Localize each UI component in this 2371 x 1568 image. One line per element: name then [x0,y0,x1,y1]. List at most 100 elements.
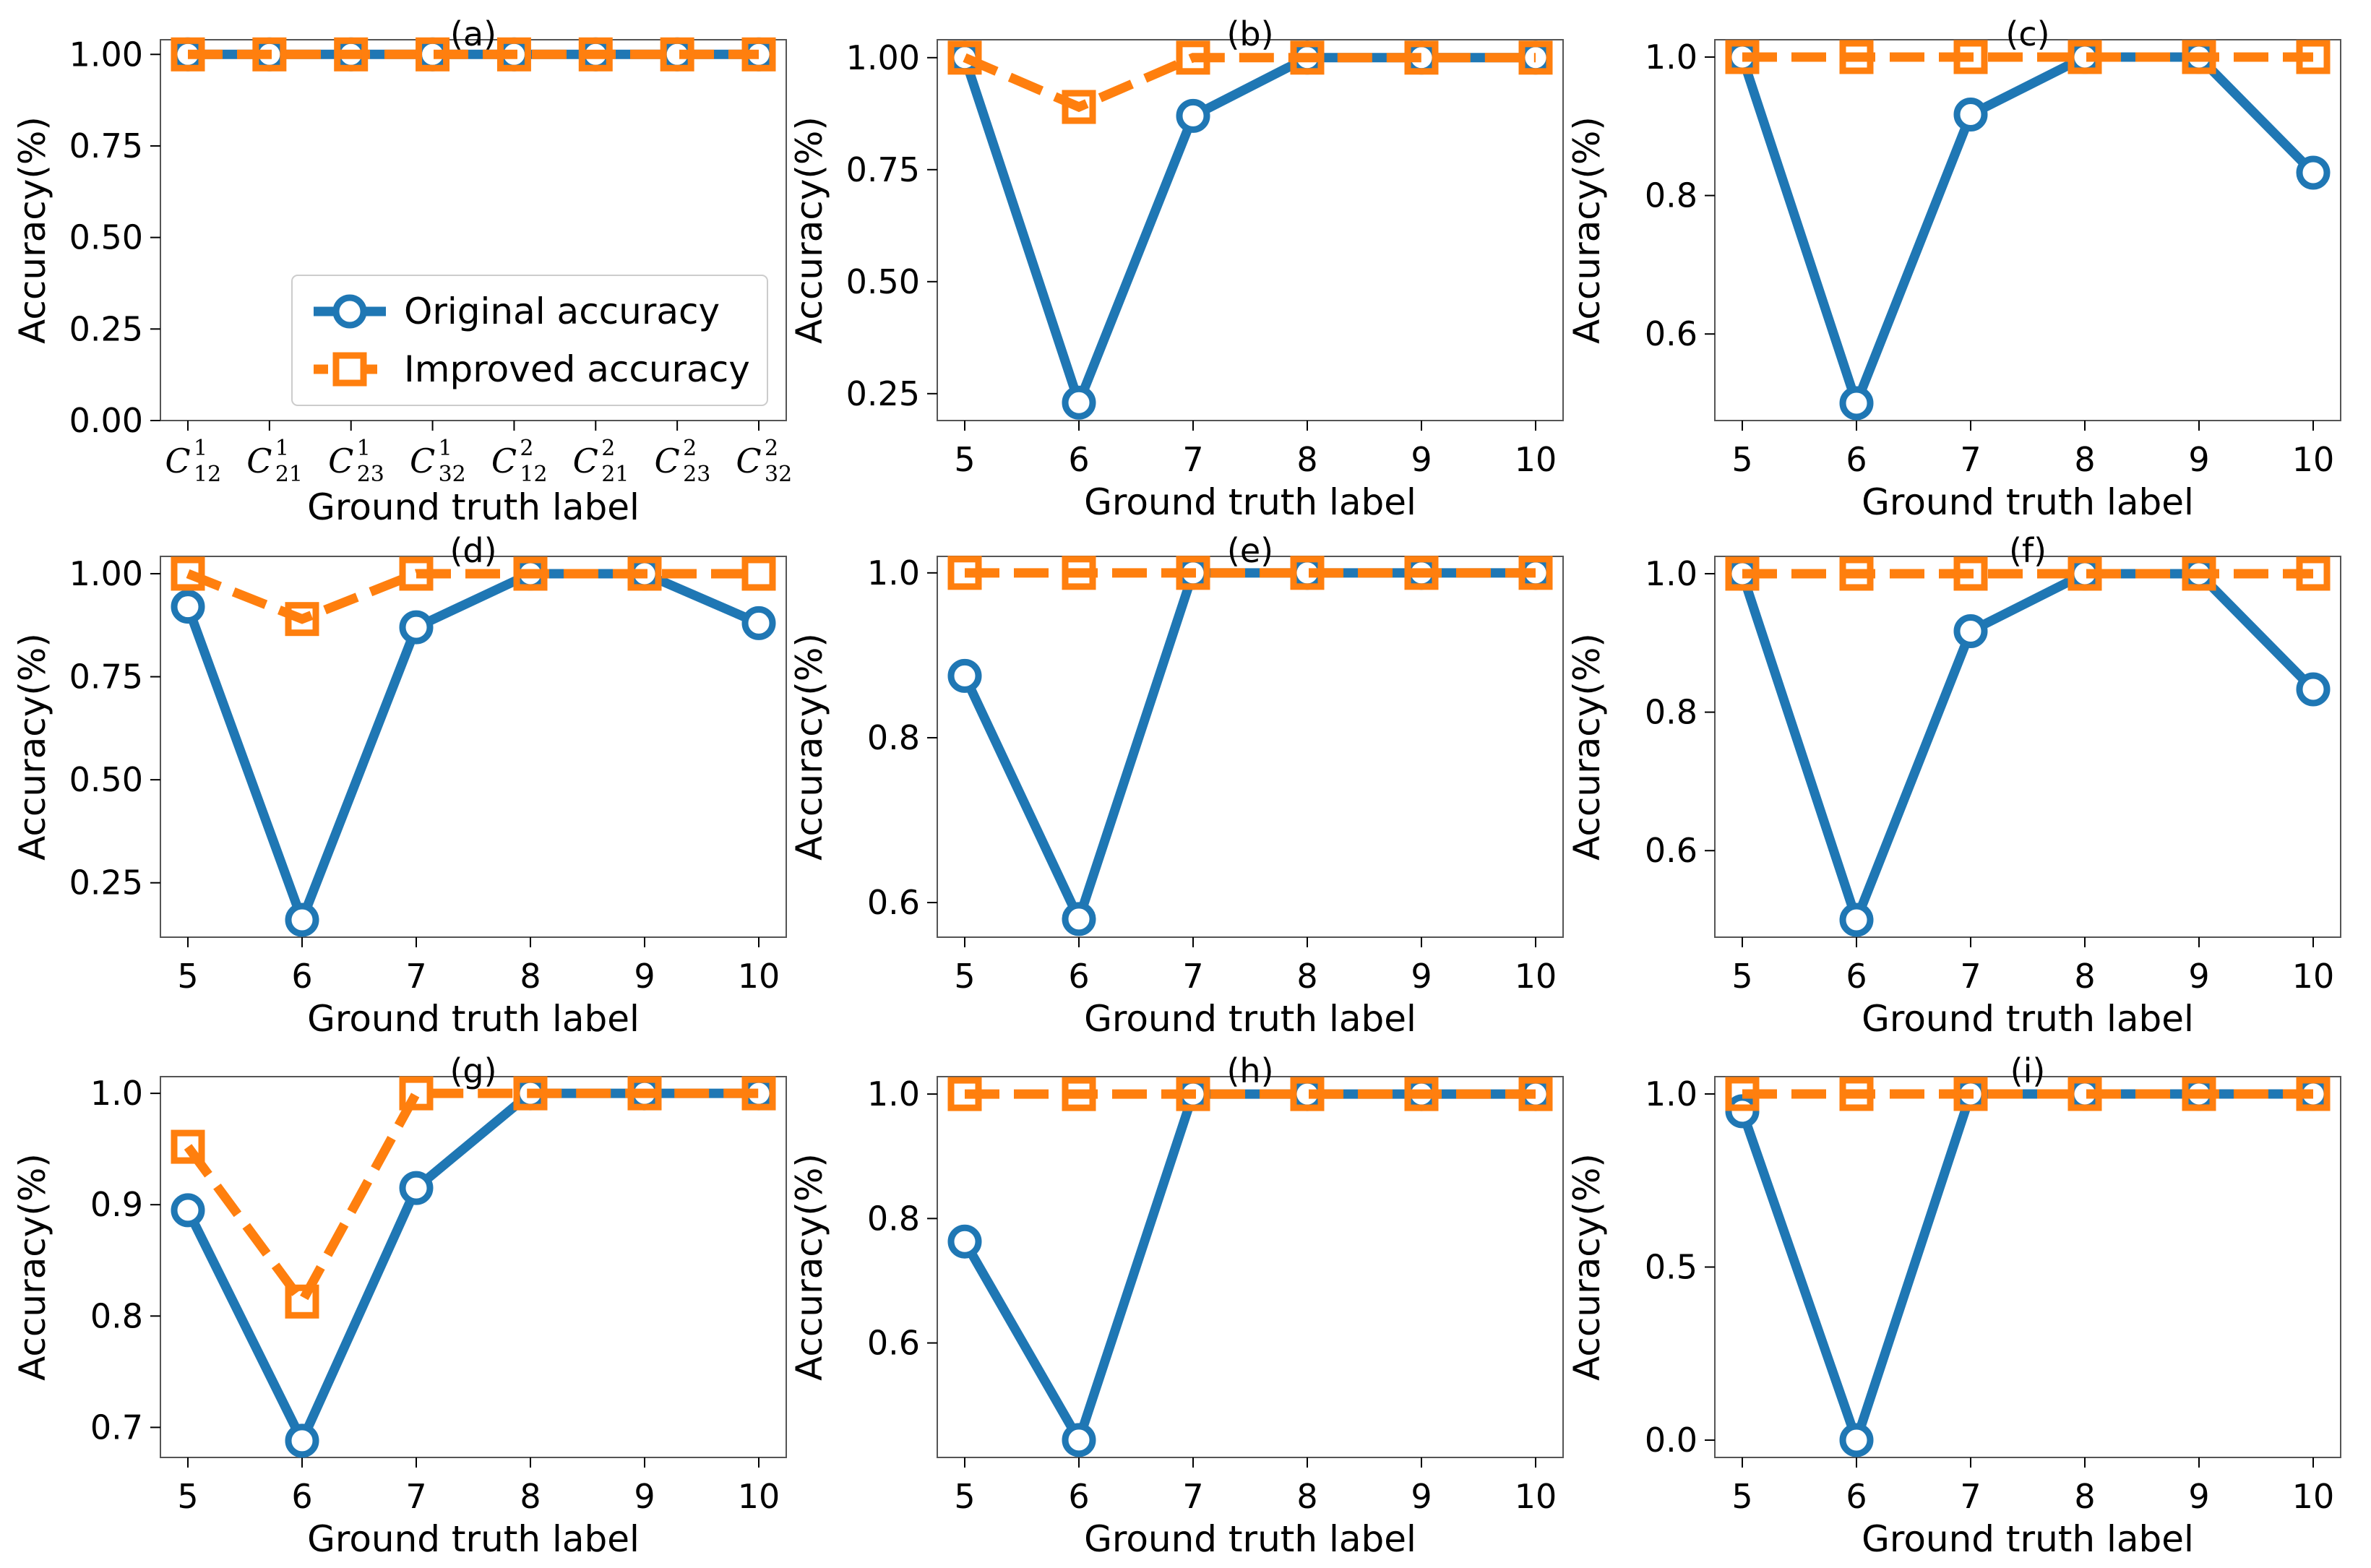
x-tick-label: 7 [1960,1477,1981,1516]
x-tick-label-sub: 23 [357,462,384,487]
y-tick-label: 1.00 [69,35,143,74]
series-line-improved [186,569,759,624]
x-axis-title: Ground truth label [1084,998,1416,1040]
point-original [285,903,319,937]
x-tick-label-sup: 2 [520,436,533,461]
chart-panel-c: (c) 0.6 0.8 1.0 5 6 7 8 9 10 Ground truth label Acc… [1566,14,2341,523]
x-tick-label-sub: 12 [520,462,547,487]
point-improved [627,1076,662,1111]
point-original [1953,613,1988,648]
point-improved [1176,1077,1210,1111]
y-tick-label: 1.0 [867,553,920,593]
x-tick-label-sup: 1 [357,436,371,461]
y-axis-title: Accuracy(%) [788,1153,830,1381]
y-tick-label: 0.50 [69,218,143,257]
x-tick-label: 6 [1846,1477,1867,1516]
x-tick-label-sup: 2 [765,436,778,461]
point-improved [2067,40,2102,74]
x-axis-title: Ground truth label [307,486,640,528]
series-line-original [1737,569,2317,925]
x-axis-title: Ground truth label [1084,1518,1416,1560]
point-improved [334,37,369,72]
point-improved [1725,40,1760,74]
x-tick-label-base: C [491,441,517,481]
y-tick-label: 1.0 [90,1074,143,1113]
x-tick-label: 10 [1515,957,1557,996]
point-improved [1290,40,1325,75]
point-original [1176,98,1210,133]
point-original [171,1193,205,1228]
series-line-original [960,1089,1536,1445]
panel-title: (a) [450,14,496,53]
point-improved [741,556,776,591]
chart-panel-e: (e) 0.6 0.8 1.0 5 6 7 8 9 10 Ground truth label Acc… [788,531,1564,1040]
x-tick-label: 10 [2292,1477,2335,1516]
y-tick-label: 0.5 [1645,1248,1697,1287]
x-tick-label-sub: 32 [439,462,466,487]
x-tick-label: 8 [520,1477,541,1516]
x-tick-label: 5 [177,957,198,996]
y-axis-title: Accuracy(%) [788,116,830,344]
y-tick-label: 0.6 [867,883,920,922]
point-improved [2067,1077,2102,1111]
point-improved [1953,1077,1988,1111]
point-improved [171,1129,205,1164]
x-tick-label-sup: 1 [439,436,452,461]
y-axis-title: Accuracy(%) [1566,116,1608,344]
point-improved [1062,90,1096,124]
y-tick-label: 0.50 [846,262,920,301]
legend-marker-original [332,294,367,329]
x-tick-label: C 221 [573,436,629,487]
x-tick-label: 5 [1731,440,1752,479]
y-tick-label: 0.0 [1645,1421,1697,1460]
point-improved [1176,40,1210,75]
point-original [947,658,982,693]
point-original [2296,672,2331,707]
plot-frame [160,39,787,421]
x-tick-label-base: C [410,441,435,481]
y-tick-label: 0.6 [867,1324,920,1363]
y-tick-label: 0.6 [1645,831,1697,870]
point-improved [660,37,694,72]
y-axis-title: Accuracy(%) [12,633,53,861]
x-tick-label: 9 [1411,1477,1432,1516]
point-improved [513,1076,548,1111]
x-tick-label: 8 [2074,1477,2095,1516]
y-tick-label: 1.0 [1645,554,1697,593]
x-tick-label: 8 [2074,957,2095,996]
x-tick-label: 8 [1296,1477,1317,1516]
y-tick-label: 1.0 [867,1074,920,1113]
x-tick-label: 6 [291,1477,312,1516]
series-line-original [184,1088,759,1446]
point-original [1953,97,1988,132]
x-axis-title: Ground truth label [1862,481,2194,523]
panel-title: (d) [449,531,496,570]
panel-title: (c) [2005,14,2049,53]
x-tick-label: 7 [1182,957,1203,996]
chart-panel-g: (g) 0.7 0.8 0.9 1.0 5 6 7 8 9 10 Ground truth label… [12,1051,787,1560]
point-improved [1290,1077,1325,1111]
point-improved [1953,40,1988,74]
point-improved [1518,40,1553,75]
x-tick-label: 6 [1846,440,1867,479]
point-improved [171,556,205,591]
point-original [171,590,205,624]
x-tick-label: 10 [738,957,780,996]
point-improved [1518,1077,1553,1111]
x-tick-label: 8 [2074,440,2095,479]
x-tick-label: C 132 [410,436,466,487]
x-tick-label: 10 [1515,440,1557,479]
point-improved [1839,1077,1874,1111]
x-axis-title: Ground truth label [1862,1518,2194,1560]
point-improved [252,37,287,72]
x-tick-label-sup: 2 [601,436,615,461]
series-line-improved [963,53,1536,113]
x-tick-label: C 112 [165,436,221,487]
point-improved [1839,40,1874,74]
x-axis-title: Ground truth label [307,1518,640,1560]
x-tick-label: C 212 [491,436,548,487]
x-tick-label: C 121 [246,436,303,487]
x-tick-label: 7 [405,957,426,996]
plot-frame [937,39,1564,421]
point-improved [2296,556,2331,591]
